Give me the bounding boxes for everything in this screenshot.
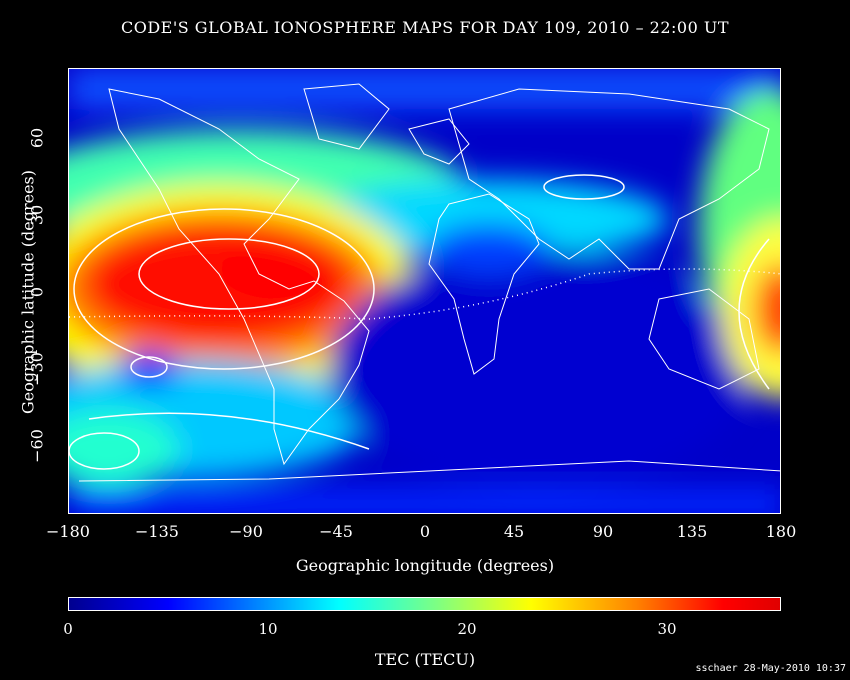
map-title: CODE'S GLOBAL IONOSPHERE MAPS FOR DAY 10…: [120, 18, 730, 37]
footer-credit: sschaer 28-May-2010 10:37: [695, 663, 846, 674]
tec-colorbar: [68, 597, 781, 611]
x-tick-label: 0: [419, 522, 431, 541]
x-axis-label: Geographic longitude (degrees): [295, 556, 555, 575]
x-tick-label: −180: [46, 522, 90, 541]
tec-map: [68, 68, 781, 514]
colorbar-tick-label: 30: [657, 620, 677, 638]
tec-contours: [69, 174, 770, 470]
x-tick-label: 135: [676, 522, 708, 541]
coastlines: [78, 83, 780, 482]
x-tick-label: 45: [503, 522, 525, 541]
x-tick-label: 90: [592, 522, 614, 541]
colorbar-tick-label: 10: [258, 620, 278, 638]
tec-field: [69, 69, 780, 513]
colorbar-tick-label: 20: [457, 620, 477, 638]
y-axis-label: Geographic latitude (degrees): [18, 170, 38, 414]
x-tick-label: −45: [319, 522, 353, 541]
x-tick-label: −135: [135, 522, 179, 541]
colorbar-label: TEC (TECU): [374, 650, 476, 669]
colorbar-tick-label: 0: [63, 620, 73, 638]
tec-map-svg: [69, 69, 780, 513]
x-tick-label: −90: [229, 522, 263, 541]
y-tick-label: 60: [27, 127, 47, 149]
y-tick-label: −60: [27, 429, 47, 463]
x-tick-label: 180: [765, 522, 797, 541]
